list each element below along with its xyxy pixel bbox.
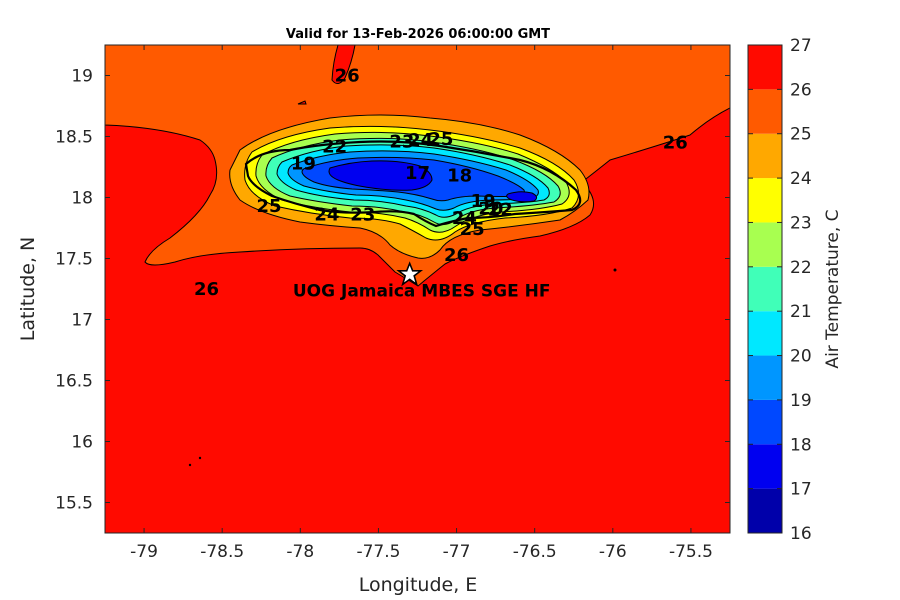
colorbar-segment xyxy=(748,444,782,489)
contour-label: 23 xyxy=(350,205,375,226)
contour-label: 24 xyxy=(452,208,477,229)
colorbar-tick-label: 18 xyxy=(790,435,812,455)
y-tick-label: 19 xyxy=(71,67,93,87)
colorbar-tick-label: 20 xyxy=(790,347,812,367)
star-icon[interactable] xyxy=(396,261,424,287)
x-tick-label: -77 xyxy=(443,542,471,562)
colorbar-segment xyxy=(748,488,782,533)
colorbar-tick-label: 17 xyxy=(790,480,812,500)
cay-marker xyxy=(198,456,202,460)
colorbar-tick-label: 25 xyxy=(790,125,812,145)
y-tick-label: 16.5 xyxy=(55,372,93,392)
x-tick-label: -79 xyxy=(130,542,158,562)
colorbar-ticks: 16 17 18 19 20 21 22 23 24 25 26 27 xyxy=(748,36,812,544)
contour-label: 25 xyxy=(460,219,485,240)
y-tick-label: 15.5 xyxy=(55,494,93,514)
colorbar-tick-label: 24 xyxy=(790,169,812,189)
small-cay xyxy=(297,100,307,105)
colorbar-segment xyxy=(748,399,782,445)
x-tick-label: -78 xyxy=(286,542,314,562)
x-tick-label: -76 xyxy=(599,542,627,562)
cay-marker xyxy=(188,463,192,467)
colorbar-tick-label: 21 xyxy=(790,302,812,322)
x-tick-label: -78.5 xyxy=(200,542,244,562)
contour-label: 23 xyxy=(389,131,414,152)
y-tick-label: 16 xyxy=(71,433,93,453)
colorbar-tick-label: 16 xyxy=(790,524,812,544)
contour-label: 25 xyxy=(257,196,282,217)
x-axis-label: Longitude, E xyxy=(359,574,478,596)
figure-title: Valid for 13-Feb-2026 06:00:00 GMT xyxy=(286,27,550,42)
colorbar-tick-label: 27 xyxy=(790,36,812,56)
colorbar-segment xyxy=(748,355,782,400)
x-tick-label: -75.5 xyxy=(669,542,713,562)
colorbar-label: Air Temperature, C xyxy=(823,209,843,368)
contour-label: 20 xyxy=(478,198,503,219)
y-axis: 19 18.5 18 17.5 17 16.5 16 15.5 xyxy=(55,67,730,514)
y-tick-label: 17.5 xyxy=(55,250,93,270)
contour-label: 22 xyxy=(322,136,347,157)
colorbar xyxy=(748,45,782,533)
contour-label: 24 xyxy=(314,205,339,226)
contour-label: 26 xyxy=(194,279,219,300)
colorbar-tick-label: 22 xyxy=(790,258,812,278)
colorbar-segment xyxy=(748,311,782,356)
contour-label: 17 xyxy=(405,163,430,184)
jamaica-coastline xyxy=(244,140,582,228)
contour-label: 25 xyxy=(428,129,453,150)
colorbar-segment xyxy=(748,178,782,223)
colorbar-tick-label: 23 xyxy=(790,213,812,233)
contour-label: 22 xyxy=(488,200,513,221)
plot-frame xyxy=(104,44,731,534)
contour-label: 18 xyxy=(447,166,472,187)
cay-marker xyxy=(613,268,617,272)
colorbar-frame xyxy=(747,44,783,534)
colorbar-segment xyxy=(748,133,782,179)
colorbar-segment xyxy=(748,45,782,90)
colorbar-tick-label: 19 xyxy=(790,391,812,411)
y-tick-label: 18.5 xyxy=(55,128,93,148)
contour-tongue-26 xyxy=(331,45,356,84)
contour-east-low xyxy=(506,191,538,203)
y-tick-label: 18 xyxy=(71,189,93,209)
station-marker[interactable] xyxy=(396,261,424,287)
y-tick-label: 17 xyxy=(71,311,93,331)
y-axis-label: Latitude, N xyxy=(17,237,39,342)
contour-label: 26 xyxy=(335,66,360,87)
contour-label: 26 xyxy=(444,245,469,266)
colorbar-segment xyxy=(748,266,782,312)
contour-label: 24 xyxy=(408,130,433,151)
colorbar-tick-label: 26 xyxy=(790,80,812,100)
x-tick-label: -76.5 xyxy=(513,542,557,562)
contour-label: 19 xyxy=(291,153,316,174)
contour-label: 19 xyxy=(471,191,496,212)
x-axis: -79 -78.5 -78 -77.5 -77 -76.5 -76 -75.5 xyxy=(130,45,713,562)
contour-label: 26 xyxy=(663,133,688,154)
colorbar-segment xyxy=(748,222,782,267)
contour-band-16-17 xyxy=(328,160,433,191)
colorbar-segment xyxy=(748,89,782,134)
x-tick-label: -77.5 xyxy=(356,542,400,562)
station-label: UOG Jamaica MBES SGE HF xyxy=(293,281,551,301)
